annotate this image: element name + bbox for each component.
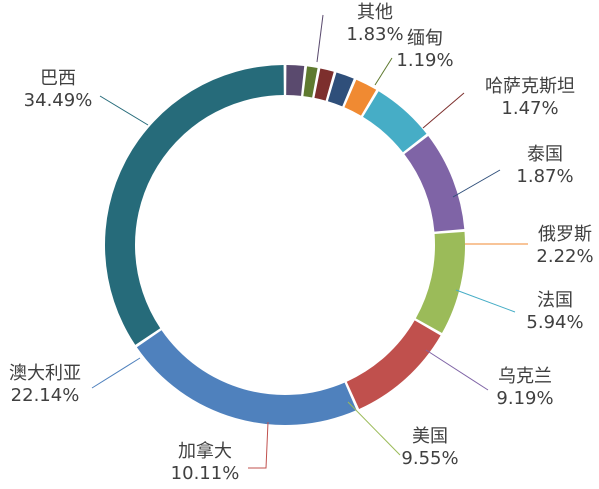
leader-line-2	[422, 92, 465, 129]
slice-value-label-4: 2.22%	[536, 246, 593, 267]
slice-name-label-0: 其他	[357, 2, 393, 23]
slice-5	[363, 91, 427, 153]
slice-name-label-8: 加拿大	[178, 440, 232, 462]
slice-name-label-3: 泰国	[527, 144, 563, 165]
leader-line-10	[99, 95, 149, 126]
leader-line-8	[248, 421, 269, 469]
slice-7	[415, 231, 465, 334]
slice-0	[286, 65, 305, 96]
slice-value-label-10: 34.49%	[24, 90, 93, 111]
slice-value-label-3: 1.87%	[516, 166, 573, 187]
slice-2	[314, 68, 334, 101]
slice-value-label-9: 22.14%	[11, 385, 80, 406]
slice-name-label-5: 法国	[537, 290, 573, 311]
leader-line-7	[347, 401, 401, 456]
slice-value-label-6: 9.19%	[496, 388, 553, 409]
slice-9	[136, 330, 357, 425]
slice-value-label-2: 1.47%	[501, 98, 558, 119]
slice-name-label-4: 俄罗斯	[538, 224, 592, 245]
slice-name-label-1: 缅甸	[407, 28, 443, 49]
slice-1	[303, 66, 318, 98]
slice-8	[346, 320, 441, 410]
slice-value-label-5: 5.94%	[526, 312, 583, 333]
leader-line-6	[425, 349, 489, 391]
slice-name-label-7: 美国	[412, 426, 448, 447]
slice-value-label-1: 1.19%	[396, 50, 453, 71]
leader-line-5	[455, 289, 516, 313]
leader-line-3	[452, 169, 501, 198]
donut-slices	[104, 65, 465, 425]
slice-3	[327, 72, 354, 107]
slice-value-label-7: 9.55%	[401, 448, 458, 469]
slice-6	[404, 135, 465, 232]
leader-line-9	[91, 357, 141, 389]
leader-lines	[91, 14, 528, 469]
leader-line-1	[374, 57, 393, 86]
slice-10	[104, 65, 284, 345]
slice-name-label-9: 澳大利亚	[9, 363, 81, 384]
slice-value-label-8: 10.11%	[171, 463, 240, 484]
leader-line-0	[316, 14, 324, 63]
slice-name-label-2: 哈萨克斯坦	[485, 76, 575, 97]
slice-4	[344, 79, 377, 116]
slice-name-label-10: 巴西	[40, 68, 76, 89]
slice-value-label-0: 1.83%	[346, 24, 403, 45]
slice-name-label-6: 乌克兰	[498, 366, 552, 387]
